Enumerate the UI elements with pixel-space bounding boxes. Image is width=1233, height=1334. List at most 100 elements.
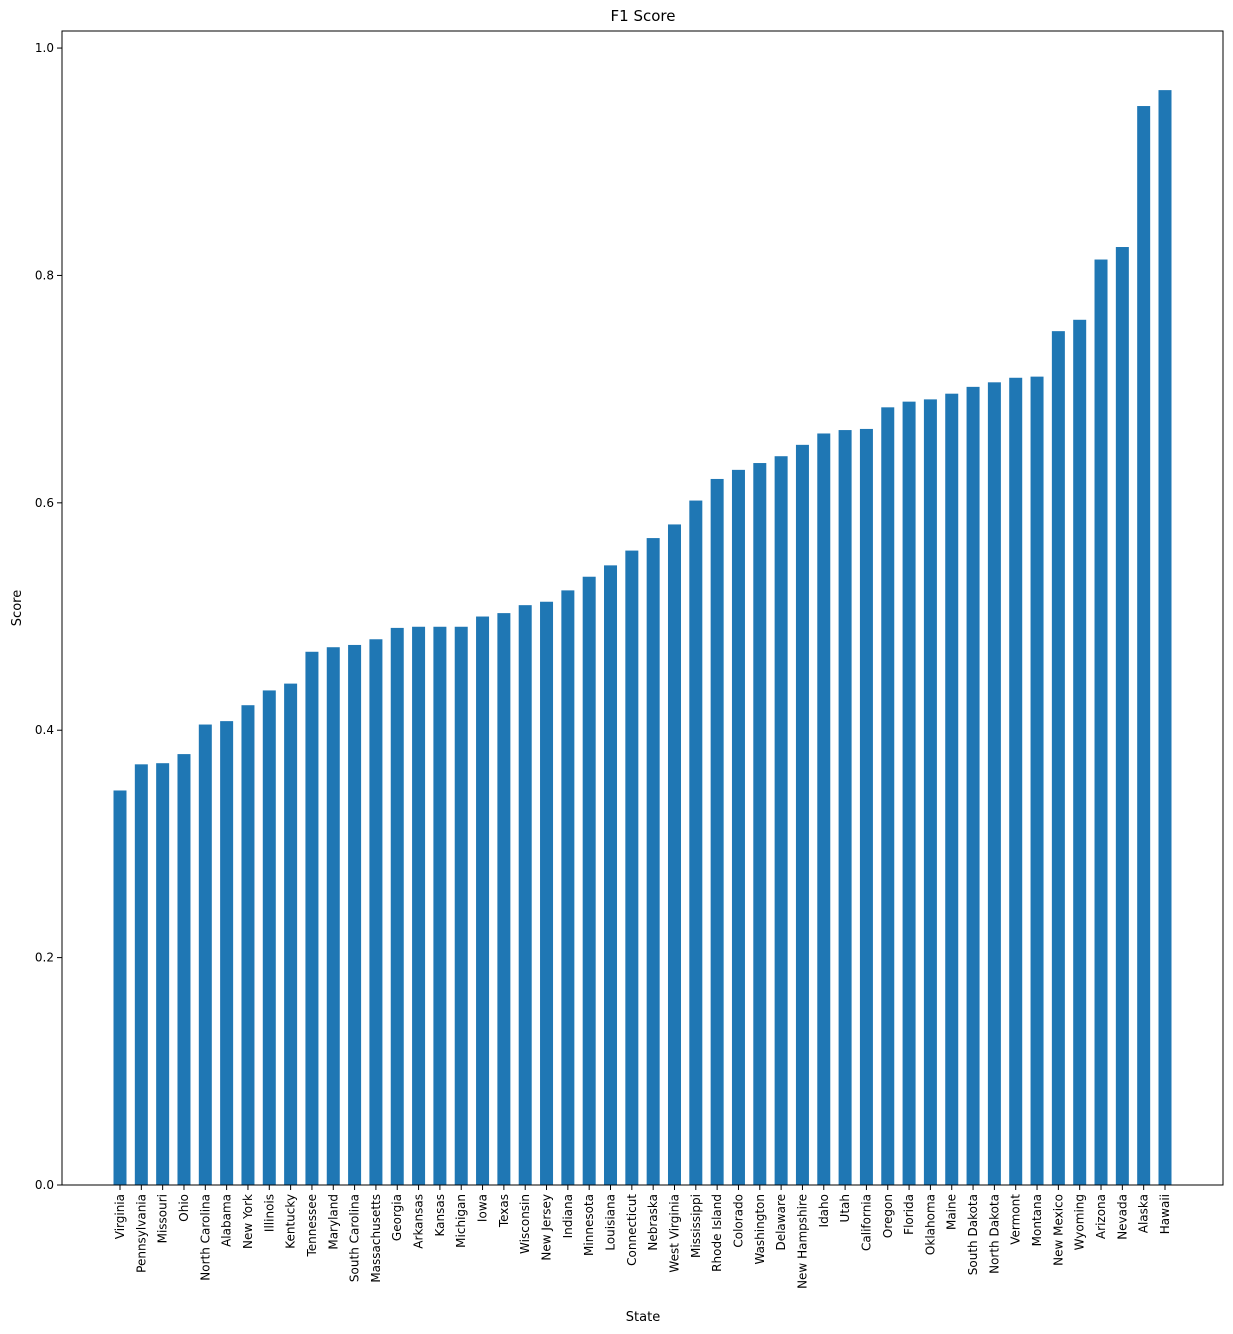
bar-hawaii <box>1158 90 1172 1185</box>
bar-maryland <box>326 647 340 1185</box>
x-tick-label: Arkansas <box>412 1194 426 1249</box>
x-tick-label: Washington <box>753 1194 767 1265</box>
x-tick-label: Minnesota <box>582 1194 596 1256</box>
x-tick-label: Hawaii <box>1158 1194 1172 1234</box>
bar-kansas <box>433 626 447 1185</box>
y-tick-label: 0.0 <box>35 1178 54 1192</box>
y-tick-label: 0.4 <box>35 723 54 737</box>
bar-wisconsin <box>518 605 532 1185</box>
y-tick-label: 1.0 <box>35 41 54 55</box>
x-tick-label: Massachusetts <box>369 1194 383 1283</box>
x-tick-label: Alaska <box>1137 1194 1151 1233</box>
x-tick-label: Delaware <box>774 1194 788 1251</box>
x-tick-label: New Hampshire <box>795 1194 809 1289</box>
bar-utah <box>838 430 852 1185</box>
bar-north-carolina <box>198 724 212 1185</box>
x-tick-label: Texas <box>497 1194 511 1228</box>
bar-maine <box>945 393 959 1186</box>
bar-oklahoma <box>923 399 937 1185</box>
x-tick-label: Michigan <box>454 1194 468 1248</box>
x-tick-label: Indiana <box>561 1194 575 1238</box>
y-tick-label: 0.6 <box>35 496 54 510</box>
x-tick-label: Pennsylvania <box>134 1194 148 1273</box>
x-tick-label: Oklahoma <box>923 1194 937 1255</box>
x-tick-label: Virginia <box>113 1194 127 1239</box>
bar-iowa <box>476 616 490 1185</box>
x-tick-label: New Jersey <box>540 1194 554 1261</box>
bar-illinois <box>262 690 276 1185</box>
bar-west-virginia <box>667 524 681 1185</box>
bar-alaska <box>1137 106 1151 1185</box>
bar-washington <box>753 463 767 1185</box>
bar-kentucky <box>284 683 298 1185</box>
bar-arizona <box>1094 259 1108 1185</box>
chart-title: F1 Score <box>611 7 676 25</box>
x-tick-label: South Carolina <box>348 1194 362 1282</box>
bar-new-hampshire <box>795 444 809 1185</box>
bar-mississippi <box>689 500 703 1186</box>
x-tick-label: Kansas <box>433 1194 447 1236</box>
x-tick-label: Wyoming <box>1073 1194 1087 1250</box>
x-tick-label: Arizona <box>1094 1194 1108 1239</box>
bar-california <box>859 428 873 1185</box>
x-tick-label: Idaho <box>817 1194 831 1227</box>
x-tick-label: Connecticut <box>625 1194 639 1266</box>
y-tick-label: 0.8 <box>35 268 54 282</box>
x-axis: Virginia Pennsylvania Missouri Ohio North Ca… <box>113 1185 1172 1289</box>
bar-oregon <box>881 407 895 1185</box>
bar-rhode-island <box>710 478 724 1185</box>
x-tick-label: New Mexico <box>1051 1194 1065 1266</box>
y-axis: 0.0 0.2 0.4 0.6 0.8 1.0 <box>35 41 62 1192</box>
bar-south-carolina <box>348 644 362 1185</box>
x-tick-label: Oregon <box>881 1194 895 1238</box>
x-tick-label: West Virginia <box>667 1194 681 1273</box>
bar-south-dakota <box>966 386 980 1186</box>
bar-ohio <box>177 754 191 1185</box>
x-tick-label: New York <box>241 1194 255 1249</box>
x-tick-label: Wisconsin <box>518 1194 532 1254</box>
x-tick-label: Maine <box>945 1194 959 1230</box>
bar-arkansas <box>412 626 426 1185</box>
x-tick-label: North Dakota <box>987 1194 1001 1274</box>
bar-tennessee <box>305 651 319 1185</box>
x-tick-label: Mississippi <box>689 1194 703 1258</box>
bar-massachusetts <box>369 639 383 1185</box>
x-tick-label: South Dakota <box>966 1194 980 1275</box>
plot-frame <box>61 30 1224 1186</box>
x-tick-label: Illinois <box>262 1194 276 1232</box>
bars <box>113 90 1172 1186</box>
y-tick-label: 0.2 <box>35 951 54 965</box>
x-tick-label: Nevada <box>1115 1194 1129 1240</box>
bar-minnesota <box>582 576 596 1185</box>
bar-nevada <box>1115 247 1129 1185</box>
x-tick-label: Montana <box>1030 1194 1044 1246</box>
bar-colorado <box>731 469 745 1185</box>
x-tick-label: California <box>859 1194 873 1251</box>
y-axis-title: Score <box>10 590 25 626</box>
x-tick-label: Tennessee <box>305 1194 319 1258</box>
bar-virginia <box>113 790 127 1185</box>
x-tick-label: Missouri <box>156 1194 170 1243</box>
bar-connecticut <box>625 550 639 1185</box>
x-tick-label: Utah <box>838 1194 852 1222</box>
x-tick-label: Florida <box>902 1194 916 1235</box>
x-tick-label: Rhode Island <box>710 1194 724 1272</box>
x-axis-title: State <box>626 1310 660 1325</box>
bar-north-dakota <box>987 382 1001 1185</box>
x-tick-label: Alabama <box>220 1194 234 1247</box>
bar-michigan <box>454 626 468 1185</box>
x-tick-label: Nebraska <box>646 1194 660 1251</box>
bar-alabama <box>220 721 234 1185</box>
bar-louisiana <box>604 565 618 1185</box>
x-tick-label: North Carolina <box>198 1194 212 1281</box>
bar-missouri <box>156 763 170 1185</box>
bar-texas <box>497 613 511 1185</box>
bar-wyoming <box>1073 319 1087 1185</box>
bar-new-jersey <box>540 601 554 1185</box>
bar-nebraska <box>646 538 660 1185</box>
bar-vermont <box>1009 377 1023 1186</box>
bar-georgia <box>390 627 404 1185</box>
bar-new-york <box>241 705 255 1185</box>
x-tick-label: Louisiana <box>604 1194 618 1251</box>
